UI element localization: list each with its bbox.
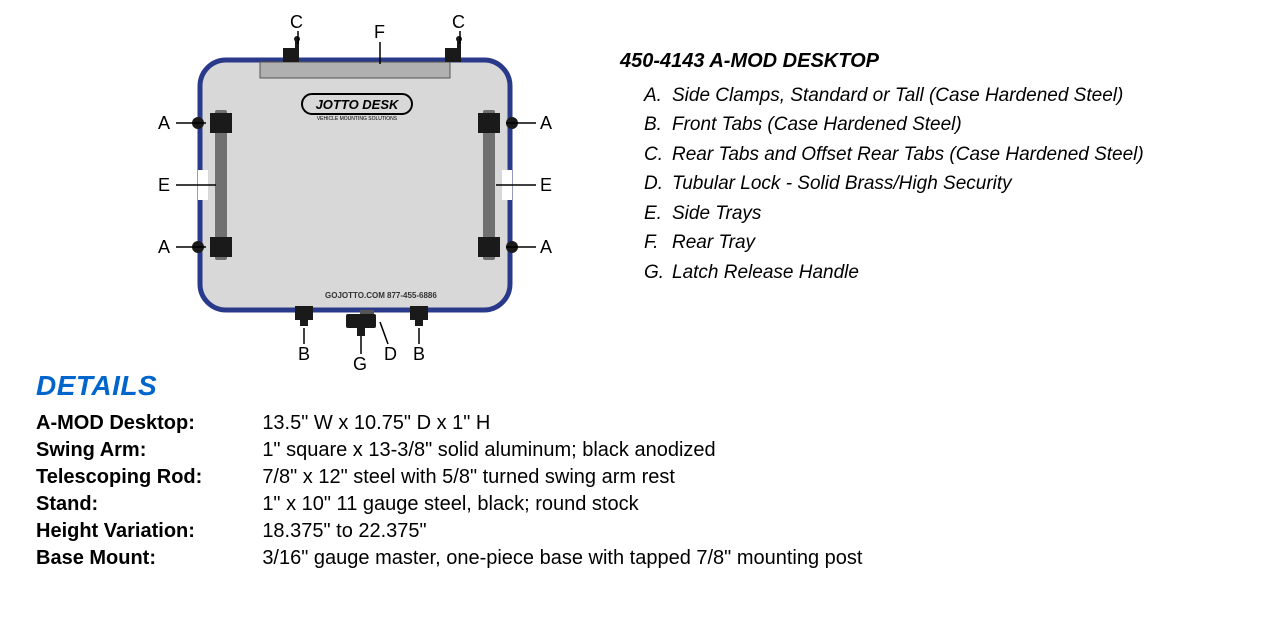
label-d: D: [384, 344, 397, 364]
legend-text: Side Trays: [672, 199, 761, 228]
legend: 450-4143 A-MOD DESKTOP A.Side Clamps, St…: [580, 10, 1144, 370]
details-value: 7/8" x 12" steel with 5/8" turned swing …: [262, 466, 862, 493]
label-a-br: A: [540, 237, 552, 257]
details-label: Telescoping Rod:: [36, 466, 262, 493]
label-c-right: C: [452, 12, 465, 32]
svg-text:JOTTO DESK: JOTTO DESK: [316, 97, 400, 112]
legend-letter: G.: [644, 258, 672, 287]
svg-text:877-455-6886: 877-455-6886: [387, 291, 437, 300]
legend-item: E.Side Trays: [644, 199, 1144, 228]
details-row: A-MOD Desktop: 13.5" W x 10.75" D x 1" H: [36, 412, 862, 439]
product-diagram: JOTTO DESK VEHICLE MOUNTING SOLUTIONS GO…: [20, 10, 580, 370]
legend-letter: A.: [644, 81, 672, 110]
details-value: 18.375" to 22.375": [262, 520, 862, 547]
desktop-diagram-svg: JOTTO DESK VEHICLE MOUNTING SOLUTIONS GO…: [20, 10, 580, 370]
label-e-right: E: [540, 175, 552, 195]
legend-letter: D.: [644, 169, 672, 198]
legend-text: Rear Tabs and Offset Rear Tabs (Case Har…: [672, 140, 1144, 169]
details-row: Stand: 1" x 10" 11 gauge steel, black; r…: [36, 493, 862, 520]
details-value: 13.5" W x 10.75" D x 1" H: [262, 412, 862, 439]
details-label: Stand:: [36, 493, 262, 520]
details-label: A-MOD Desktop:: [36, 412, 262, 439]
label-a-tr: A: [540, 113, 552, 133]
details-section: DETAILS A-MOD Desktop: 13.5" W x 10.75" …: [0, 370, 1280, 574]
legend-text: Rear Tray: [672, 228, 755, 257]
label-a-tl: A: [158, 113, 170, 133]
legend-text: Front Tabs (Case Hardened Steel): [672, 110, 962, 139]
legend-item: D.Tubular Lock - Solid Brass/High Securi…: [644, 169, 1144, 198]
legend-text: Side Clamps, Standard or Tall (Case Hard…: [672, 81, 1123, 110]
legend-title: 450-4143 A-MOD DESKTOP: [620, 50, 1144, 73]
label-c-left: C: [290, 12, 303, 32]
legend-item: C.Rear Tabs and Offset Rear Tabs (Case H…: [644, 140, 1144, 169]
legend-item: F.Rear Tray: [644, 228, 1144, 257]
label-g: G: [353, 354, 367, 370]
label-a-bl: A: [158, 237, 170, 257]
details-value: 3/16" gauge master, one-piece base with …: [262, 547, 862, 574]
legend-letter: B.: [644, 110, 672, 139]
legend-list: A.Side Clamps, Standard or Tall (Case Ha…: [620, 81, 1144, 287]
legend-letter: E.: [644, 199, 672, 228]
details-table: A-MOD Desktop: 13.5" W x 10.75" D x 1" H…: [36, 412, 862, 574]
legend-text: Tubular Lock - Solid Brass/High Security: [672, 169, 1012, 198]
details-value: 1" square x 13-3/8" solid aluminum; blac…: [262, 439, 862, 466]
svg-text:VEHICLE MOUNTING SOLUTIONS: VEHICLE MOUNTING SOLUTIONS: [317, 116, 398, 122]
details-row: Swing Arm: 1" square x 13-3/8" solid alu…: [36, 439, 862, 466]
details-row: Telescoping Rod: 7/8" x 12" steel with 5…: [36, 466, 862, 493]
legend-item: G.Latch Release Handle: [644, 258, 1144, 287]
details-row: Base Mount: 3/16" gauge master, one-piec…: [36, 547, 862, 574]
legend-letter: F.: [644, 228, 672, 257]
legend-letter: C.: [644, 140, 672, 169]
details-label: Base Mount:: [36, 547, 262, 574]
label-b-right: B: [413, 344, 425, 364]
details-label: Height Variation:: [36, 520, 262, 547]
details-value: 1" x 10" 11 gauge steel, black; round st…: [262, 493, 862, 520]
details-label: Swing Arm:: [36, 439, 262, 466]
legend-item: B.Front Tabs (Case Hardened Steel): [644, 110, 1144, 139]
label-b-left: B: [298, 344, 310, 364]
svg-text:GOJOTTO.COM: GOJOTTO.COM: [325, 291, 385, 300]
legend-text: Latch Release Handle: [672, 258, 859, 287]
label-f: F: [374, 22, 385, 42]
label-e-left: E: [158, 175, 170, 195]
legend-item: A.Side Clamps, Standard or Tall (Case Ha…: [644, 81, 1144, 110]
details-heading: DETAILS: [36, 370, 1260, 402]
details-row: Height Variation: 18.375" to 22.375": [36, 520, 862, 547]
